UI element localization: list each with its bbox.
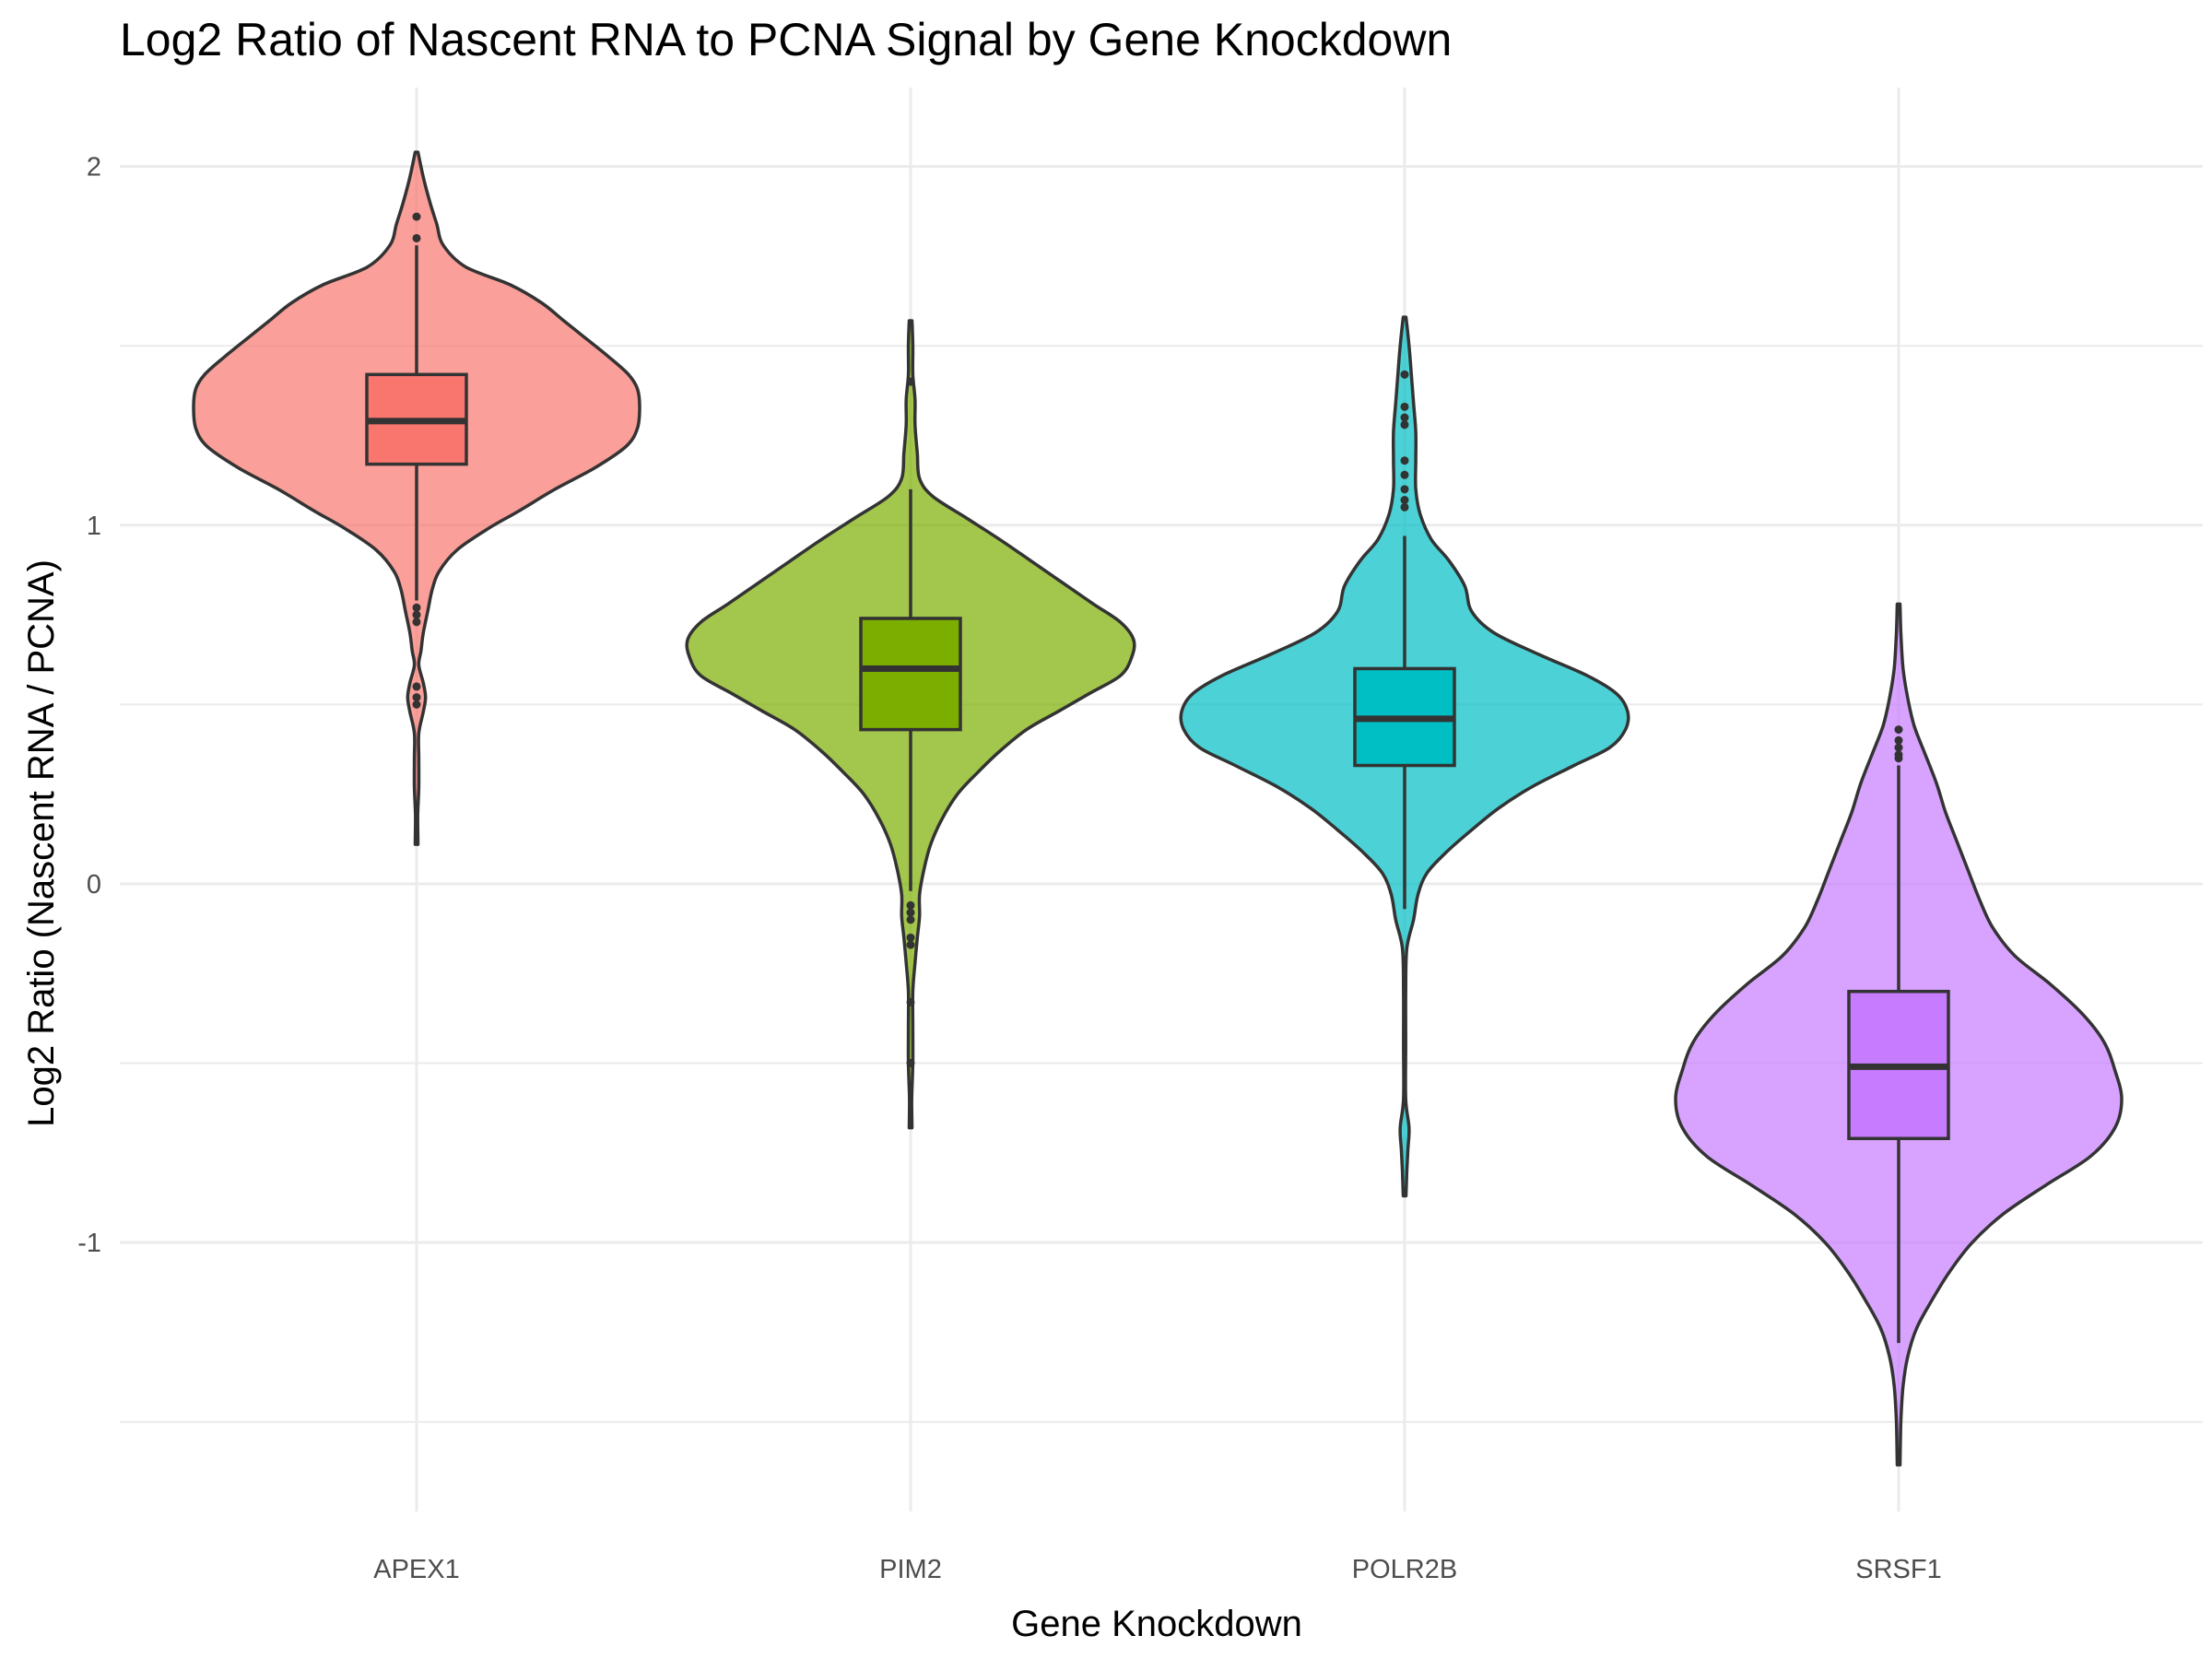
outlier-point <box>1894 735 1903 745</box>
outlier-point <box>906 933 915 942</box>
outlier-point <box>1400 402 1409 411</box>
outlier-point <box>1400 456 1409 465</box>
outlier-point <box>412 618 421 627</box>
x-axis-title: Gene Knockdown <box>1011 1604 1302 1644</box>
y-tick-label: 2 <box>87 153 101 182</box>
outlier-point <box>1400 485 1409 494</box>
outlier-point <box>412 682 421 691</box>
outlier-point <box>1894 750 1903 759</box>
chart-title: Log2 Ratio of Nascent RNA to PCNA Signal… <box>120 14 1453 65</box>
outlier-point <box>412 610 421 619</box>
outlier-point <box>412 212 421 221</box>
outlier-point <box>1400 370 1409 379</box>
box-pim2 <box>859 617 962 732</box>
outlier-point <box>412 233 421 242</box>
outlier-point <box>1894 725 1903 735</box>
outlier-point <box>1400 413 1409 422</box>
y-axis-title: Log2 Ratio (Nascent RNA / PCNA) <box>21 559 62 1127</box>
y-tick-label: -1 <box>77 1229 101 1258</box>
outlier-point <box>906 900 915 910</box>
outlier-point <box>1400 470 1409 479</box>
x-tick-labels: APEX1 PIM2 POLR2B SRSF1 <box>373 1555 1941 1584</box>
x-tick-label: POLR2B <box>1352 1555 1457 1584</box>
y-tick-label: 1 <box>87 512 101 541</box>
outlier-point <box>906 377 915 386</box>
outlier-point <box>412 693 421 702</box>
boxplots <box>365 212 1950 1344</box>
x-tick-label: APEX1 <box>373 1555 460 1584</box>
y-tick-labels: 2 1 0 -1 <box>77 153 101 1259</box>
outlier-point <box>906 940 915 949</box>
violins <box>192 150 2124 1467</box>
outlier-point <box>906 1059 915 1068</box>
x-tick-label: SRSF1 <box>1855 1555 1941 1584</box>
outlier-point <box>1400 420 1409 429</box>
outlier-point <box>412 603 421 612</box>
outlier-point <box>906 997 915 1006</box>
outlier-point <box>1400 496 1409 505</box>
outlier-point <box>906 915 915 924</box>
y-tick-label: 0 <box>87 870 101 900</box>
outlier-point <box>906 908 915 917</box>
outlier-point <box>1400 502 1409 512</box>
outlier-point <box>412 700 421 709</box>
x-tick-label: PIM2 <box>879 1555 942 1584</box>
outlier-point <box>1894 743 1903 752</box>
